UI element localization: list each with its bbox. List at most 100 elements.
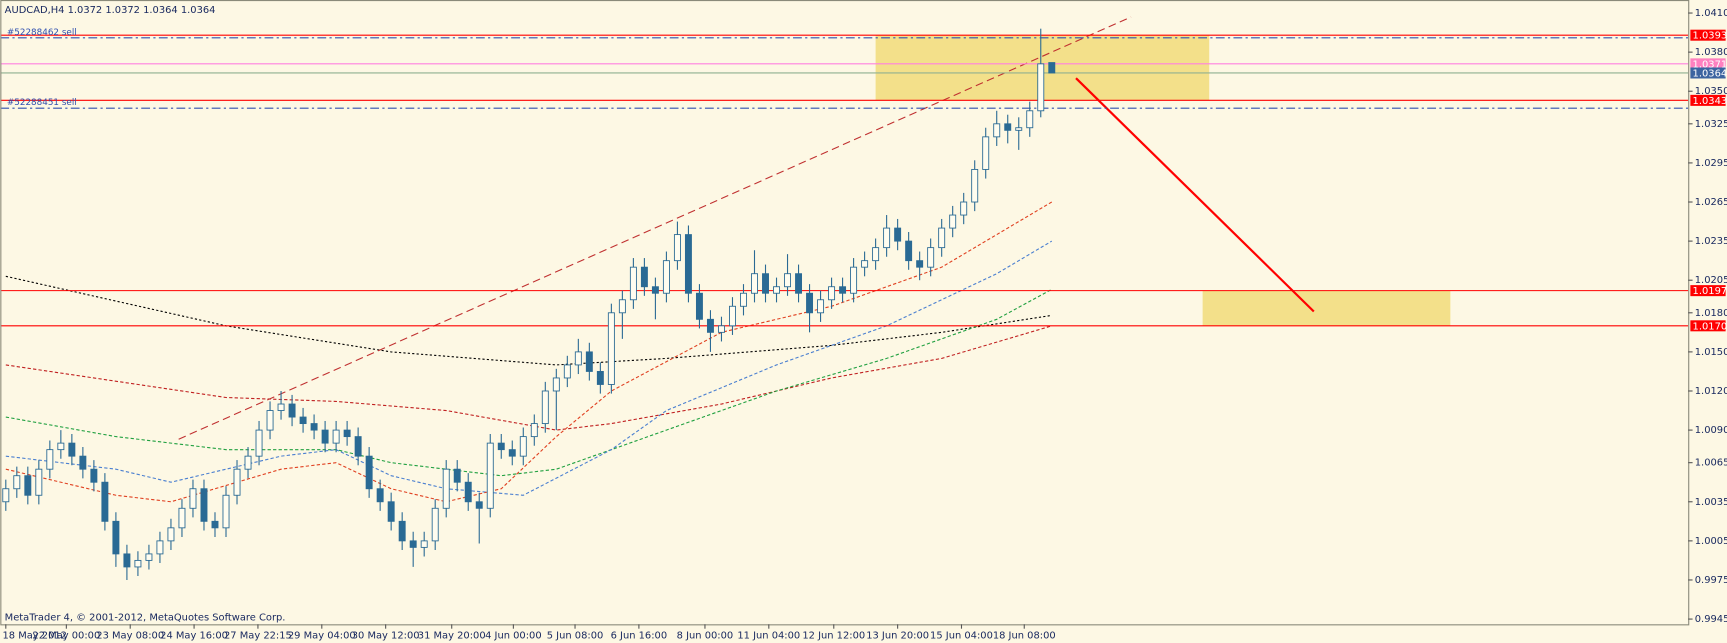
candle-body (321, 429, 329, 444)
candle-body (244, 455, 252, 470)
chart-title: AUDCAD,H4 1.0372 1.0372 1.0364 1.0364 (5, 5, 216, 16)
candle-body (695, 292, 703, 320)
price-tag (1690, 29, 1726, 41)
candle-body (453, 468, 461, 483)
candle-body (684, 234, 692, 294)
candle-body (717, 325, 725, 333)
candle-body (883, 227, 891, 249)
candle-body (409, 540, 417, 548)
forecast-arrow (1075, 77, 1315, 313)
candle-body (618, 299, 626, 314)
candle-body (982, 136, 990, 170)
candle-body (189, 488, 197, 509)
candle-body (905, 240, 913, 262)
candle-body (1004, 123, 1012, 131)
x-tick-label: 8 Jun 00:00 (677, 630, 734, 641)
candle-body (486, 442, 494, 509)
y-tick-label: 1.0120 (1695, 386, 1727, 397)
candle-body (861, 260, 869, 268)
candle-body (288, 403, 296, 418)
moving-average (5, 240, 1053, 496)
x-tick-label: 22 May 00:00 (32, 630, 100, 641)
x-tick-label: 12 Jun 12:00 (802, 630, 865, 641)
candle-body (596, 371, 604, 385)
candle-body (178, 507, 186, 529)
candle-body (167, 527, 175, 542)
candle-body (927, 247, 935, 268)
candle-body (541, 390, 549, 425)
footer: MetaTrader 4, © 2001-2012, MetaQuotes So… (5, 613, 286, 624)
candle-body (607, 312, 615, 385)
candle-body (35, 468, 43, 496)
candle-body (740, 292, 747, 307)
candle-body (751, 273, 758, 294)
candle-body (585, 351, 593, 372)
candle-body (806, 292, 814, 314)
candle-body (46, 449, 54, 470)
candle-body (629, 266, 637, 301)
moving-average (5, 288, 1053, 477)
candle-body (563, 364, 571, 379)
x-tick-label: 30 May 12:00 (352, 630, 420, 641)
candle-body (729, 305, 736, 327)
candle-body (1015, 127, 1023, 131)
candle-body (112, 520, 120, 555)
candle-body (442, 468, 450, 509)
candle-body (530, 423, 538, 438)
price-tag (1690, 58, 1726, 70)
price-tag (1690, 94, 1726, 106)
candle-body (101, 481, 109, 522)
candle-body (640, 266, 648, 288)
y-tick-label: 1.0265 (1695, 197, 1727, 208)
order-label: #52288462 sell (7, 28, 77, 38)
candle-body (762, 273, 769, 294)
candle-body (894, 227, 902, 242)
candle-body (519, 436, 527, 457)
price-tag-label: 1.0343 (1693, 96, 1727, 107)
candle-body (916, 260, 924, 268)
y-tick-label: 1.0150 (1695, 347, 1727, 358)
candle-body (1037, 63, 1045, 112)
candle-body (299, 416, 307, 425)
candle-body (773, 286, 780, 294)
trendline (178, 16, 1132, 440)
candle-body (993, 123, 1001, 138)
candle-body (839, 286, 847, 294)
candle-body (464, 481, 472, 503)
x-tick-label: 31 May 20:00 (418, 630, 486, 641)
candle-body (850, 266, 858, 294)
candle-body (872, 247, 880, 262)
candle-body (134, 559, 142, 568)
candle-body (57, 442, 65, 451)
candle-body (354, 436, 362, 457)
y-tick-label: 1.0205 (1695, 275, 1727, 286)
price-tag-label: 1.0197 (1693, 286, 1727, 297)
candle-body (784, 273, 791, 288)
candle-body (662, 260, 670, 294)
candle-body (200, 488, 208, 522)
candle-body (431, 507, 439, 542)
candle-body (365, 455, 373, 490)
candle-body (310, 423, 318, 431)
price-tag-label: 1.0393 (1693, 31, 1727, 42)
candle-body (651, 286, 659, 294)
candle-body (24, 475, 32, 496)
x-tick-label: 15 Jun 04:00 (930, 630, 993, 641)
candle-body (706, 318, 714, 333)
candle-body (255, 429, 263, 457)
y-tick-label: 1.0035 (1695, 497, 1727, 508)
candle-body (938, 227, 946, 249)
candle-body (971, 168, 979, 203)
candle-body (508, 449, 516, 457)
x-tick-label: 23 May 08:00 (96, 630, 164, 641)
candle-body (552, 377, 560, 392)
y-tick-label: 1.0325 (1695, 119, 1727, 130)
x-tick-label: 29 May 04:00 (288, 630, 356, 641)
price-tag (1690, 285, 1726, 297)
candle-body (673, 234, 681, 262)
x-tick-label: 6 Jun 16:00 (611, 630, 668, 641)
candle-body (475, 501, 483, 509)
candle-body (817, 299, 825, 314)
y-tick-label: 1.0380 (1695, 47, 1727, 58)
